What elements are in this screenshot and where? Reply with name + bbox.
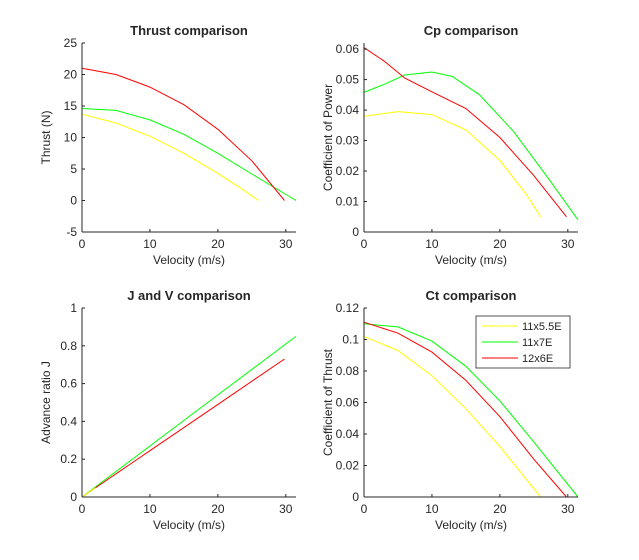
x-tick-label: 30 <box>279 502 293 516</box>
series-line-s1 <box>81 358 285 498</box>
subplot-ct: 0 10 20 30 0 0.02 0.04 0.06 0.08 0.1 0.12 Ct compar… <box>321 288 579 532</box>
y-tick-label: 0.06 <box>336 42 360 56</box>
y-tick-label: 0.2 <box>60 452 77 466</box>
series-line-s0 <box>363 111 542 218</box>
chart-title: J and V comparison <box>127 288 251 303</box>
y-tick-label: 0.04 <box>336 103 360 117</box>
x-tick-label: 20 <box>493 237 507 251</box>
y-axis-label: Coefficient of Power <box>321 84 335 191</box>
x-tick-label: 20 <box>211 502 225 516</box>
y-tick-label: 20 <box>64 68 78 82</box>
y-tick-label: 5 <box>70 162 77 176</box>
y-tick-label: 0.06 <box>336 396 360 410</box>
x-tick-label: 10 <box>425 237 439 251</box>
y-tick-label: 0 <box>352 225 359 239</box>
y-tick-label: 0 <box>352 490 359 504</box>
x-tick-label: 30 <box>279 237 293 251</box>
series-line-s0 <box>81 113 259 201</box>
series-line-12x6E <box>363 321 567 498</box>
legend-box <box>475 315 571 369</box>
legend-label-11x5.5E: 11x5.5E <box>522 321 562 333</box>
series-line-s2 <box>81 67 285 201</box>
series-line-s1 <box>363 71 579 221</box>
x-tick-label: 0 <box>79 502 86 516</box>
legend-label-12x6E: 12x6E <box>522 353 553 365</box>
y-tick-label: 1 <box>70 301 77 315</box>
x-tick-label: 0 <box>361 237 368 251</box>
plot-area <box>82 308 296 497</box>
x-tick-label: 10 <box>143 502 157 516</box>
series-line-11x5.5E <box>363 335 541 498</box>
x-axis-label: Velocity (m/s) <box>153 518 225 532</box>
legend-label-11x7E: 11x7E <box>522 337 552 349</box>
chart-title: Thrust comparison <box>130 23 248 38</box>
y-tick-label: 0.4 <box>60 414 77 428</box>
y-tick-label: 0.08 <box>336 364 360 378</box>
x-axis-label: Velocity (m/s) <box>435 518 507 532</box>
y-tick-label: 0.05 <box>336 73 360 87</box>
y-tick-label: 0.02 <box>336 459 360 473</box>
series-line-s2 <box>81 487 96 498</box>
x-tick-label: 20 <box>493 502 507 516</box>
x-tick-label: 10 <box>425 502 439 516</box>
y-tick-label: 0 <box>70 194 77 208</box>
series-line-s2 <box>363 47 567 218</box>
legend: 11x5.5E 11x7E 12x6E <box>475 315 571 369</box>
y-tick-label: 0.8 <box>60 339 77 353</box>
y-tick-label: 0.6 <box>60 377 77 391</box>
y-tick-label: 0.1 <box>342 333 359 347</box>
x-tick-label: 10 <box>143 237 157 251</box>
y-tick-label: -5 <box>66 225 77 239</box>
subplot-cp: 0 10 20 30 0 0.01 0.02 0.03 0.04 0.05 0.06 Cp compa… <box>321 23 579 267</box>
series-line-s0 <box>81 335 297 498</box>
x-tick-label: 0 <box>79 237 86 251</box>
y-tick-label: 0 <box>70 490 77 504</box>
x-axis-label: Velocity (m/s) <box>435 253 507 267</box>
y-tick-label: 10 <box>64 131 78 145</box>
y-tick-label: 0.04 <box>336 427 360 441</box>
y-tick-label: 25 <box>64 36 78 50</box>
series-line-s1 <box>81 108 297 201</box>
y-axis-label: Advance ratio J <box>39 361 53 444</box>
x-tick-label: 0 <box>361 502 368 516</box>
chart-title: Ct comparison <box>425 288 516 303</box>
y-axis-label: Coefficient of Thrust <box>321 348 335 456</box>
y-tick-label: 0.01 <box>336 195 360 209</box>
x-tick-label: 30 <box>561 502 575 516</box>
chart-title: Cp comparison <box>424 23 519 38</box>
x-tick-label: 20 <box>211 237 225 251</box>
subplot-jv: 0 10 20 30 0 0.2 0.4 0.6 0.8 1 J and V comparison V… <box>39 288 297 532</box>
x-tick-label: 30 <box>561 237 575 251</box>
series-line-11x7E <box>363 323 579 498</box>
y-tick-label: 0.12 <box>336 301 360 315</box>
y-tick-label: 0.02 <box>336 164 360 178</box>
y-tick-label: 15 <box>64 99 78 113</box>
y-axis-label: Thrust (N) <box>39 110 53 164</box>
y-tick-label: 0.03 <box>336 134 360 148</box>
x-axis-label: Velocity (m/s) <box>153 253 225 267</box>
